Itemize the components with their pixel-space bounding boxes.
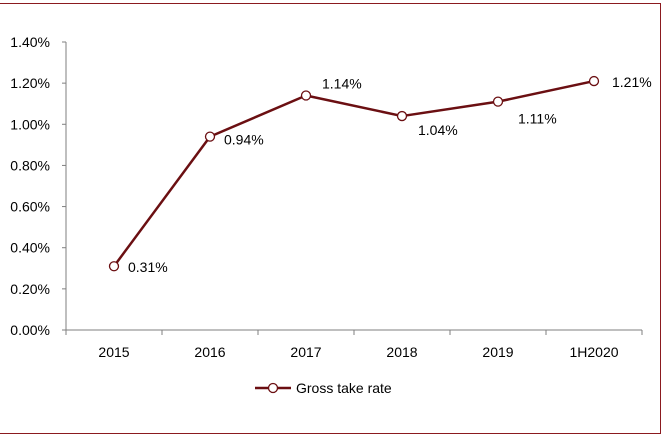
data-point <box>492 96 504 107</box>
x-tick-label: 2015 <box>98 344 129 360</box>
data-point <box>588 75 600 87</box>
y-tick-label: 1.20% <box>10 75 50 91</box>
data-point <box>396 110 408 122</box>
series-gross-take-rate <box>108 75 600 272</box>
data-label: 1.04% <box>418 122 458 138</box>
y-tick-label: 0.20% <box>10 281 50 297</box>
x-tick-label: 2016 <box>194 344 225 360</box>
x-tick-label: 1H2020 <box>569 344 618 360</box>
data-label: 0.94% <box>224 132 264 148</box>
legend-marker-swatch <box>267 382 279 394</box>
x-tick-label: 2019 <box>482 344 513 360</box>
x-tick-label: 2017 <box>290 344 321 360</box>
y-tick-label: 1.40% <box>10 34 50 50</box>
x-tick-label: 2018 <box>386 344 417 360</box>
data-point <box>108 261 120 272</box>
y-tick-label: 0.80% <box>10 157 50 173</box>
frame-top-rule <box>0 3 661 4</box>
data-labels: 0.31% 0.94% 1.14% 1.04% 1.11% 1.21% <box>128 74 652 275</box>
y-tick-label: 0.60% <box>10 199 50 215</box>
data-label: 1.14% <box>322 75 362 91</box>
tick-labels: 0.00% 0.20% 0.40% 0.60% 0.80% 1.00% 1.20% 1.40%… <box>10 34 618 360</box>
axes <box>62 41 643 335</box>
data-label: 0.31% <box>128 259 168 275</box>
legend-label: Gross take rate <box>296 380 392 396</box>
y-tick-label: 0.00% <box>10 322 50 338</box>
data-point <box>300 90 312 101</box>
data-label: 1.21% <box>612 74 652 90</box>
data-point <box>204 131 216 142</box>
y-tick-label: 1.00% <box>10 116 50 132</box>
y-tick-label: 0.40% <box>10 240 50 256</box>
legend: Gross take rate <box>255 380 392 396</box>
series-line <box>112 79 595 267</box>
frame-bottom-rule <box>0 433 661 434</box>
data-label: 1.11% <box>518 111 557 127</box>
